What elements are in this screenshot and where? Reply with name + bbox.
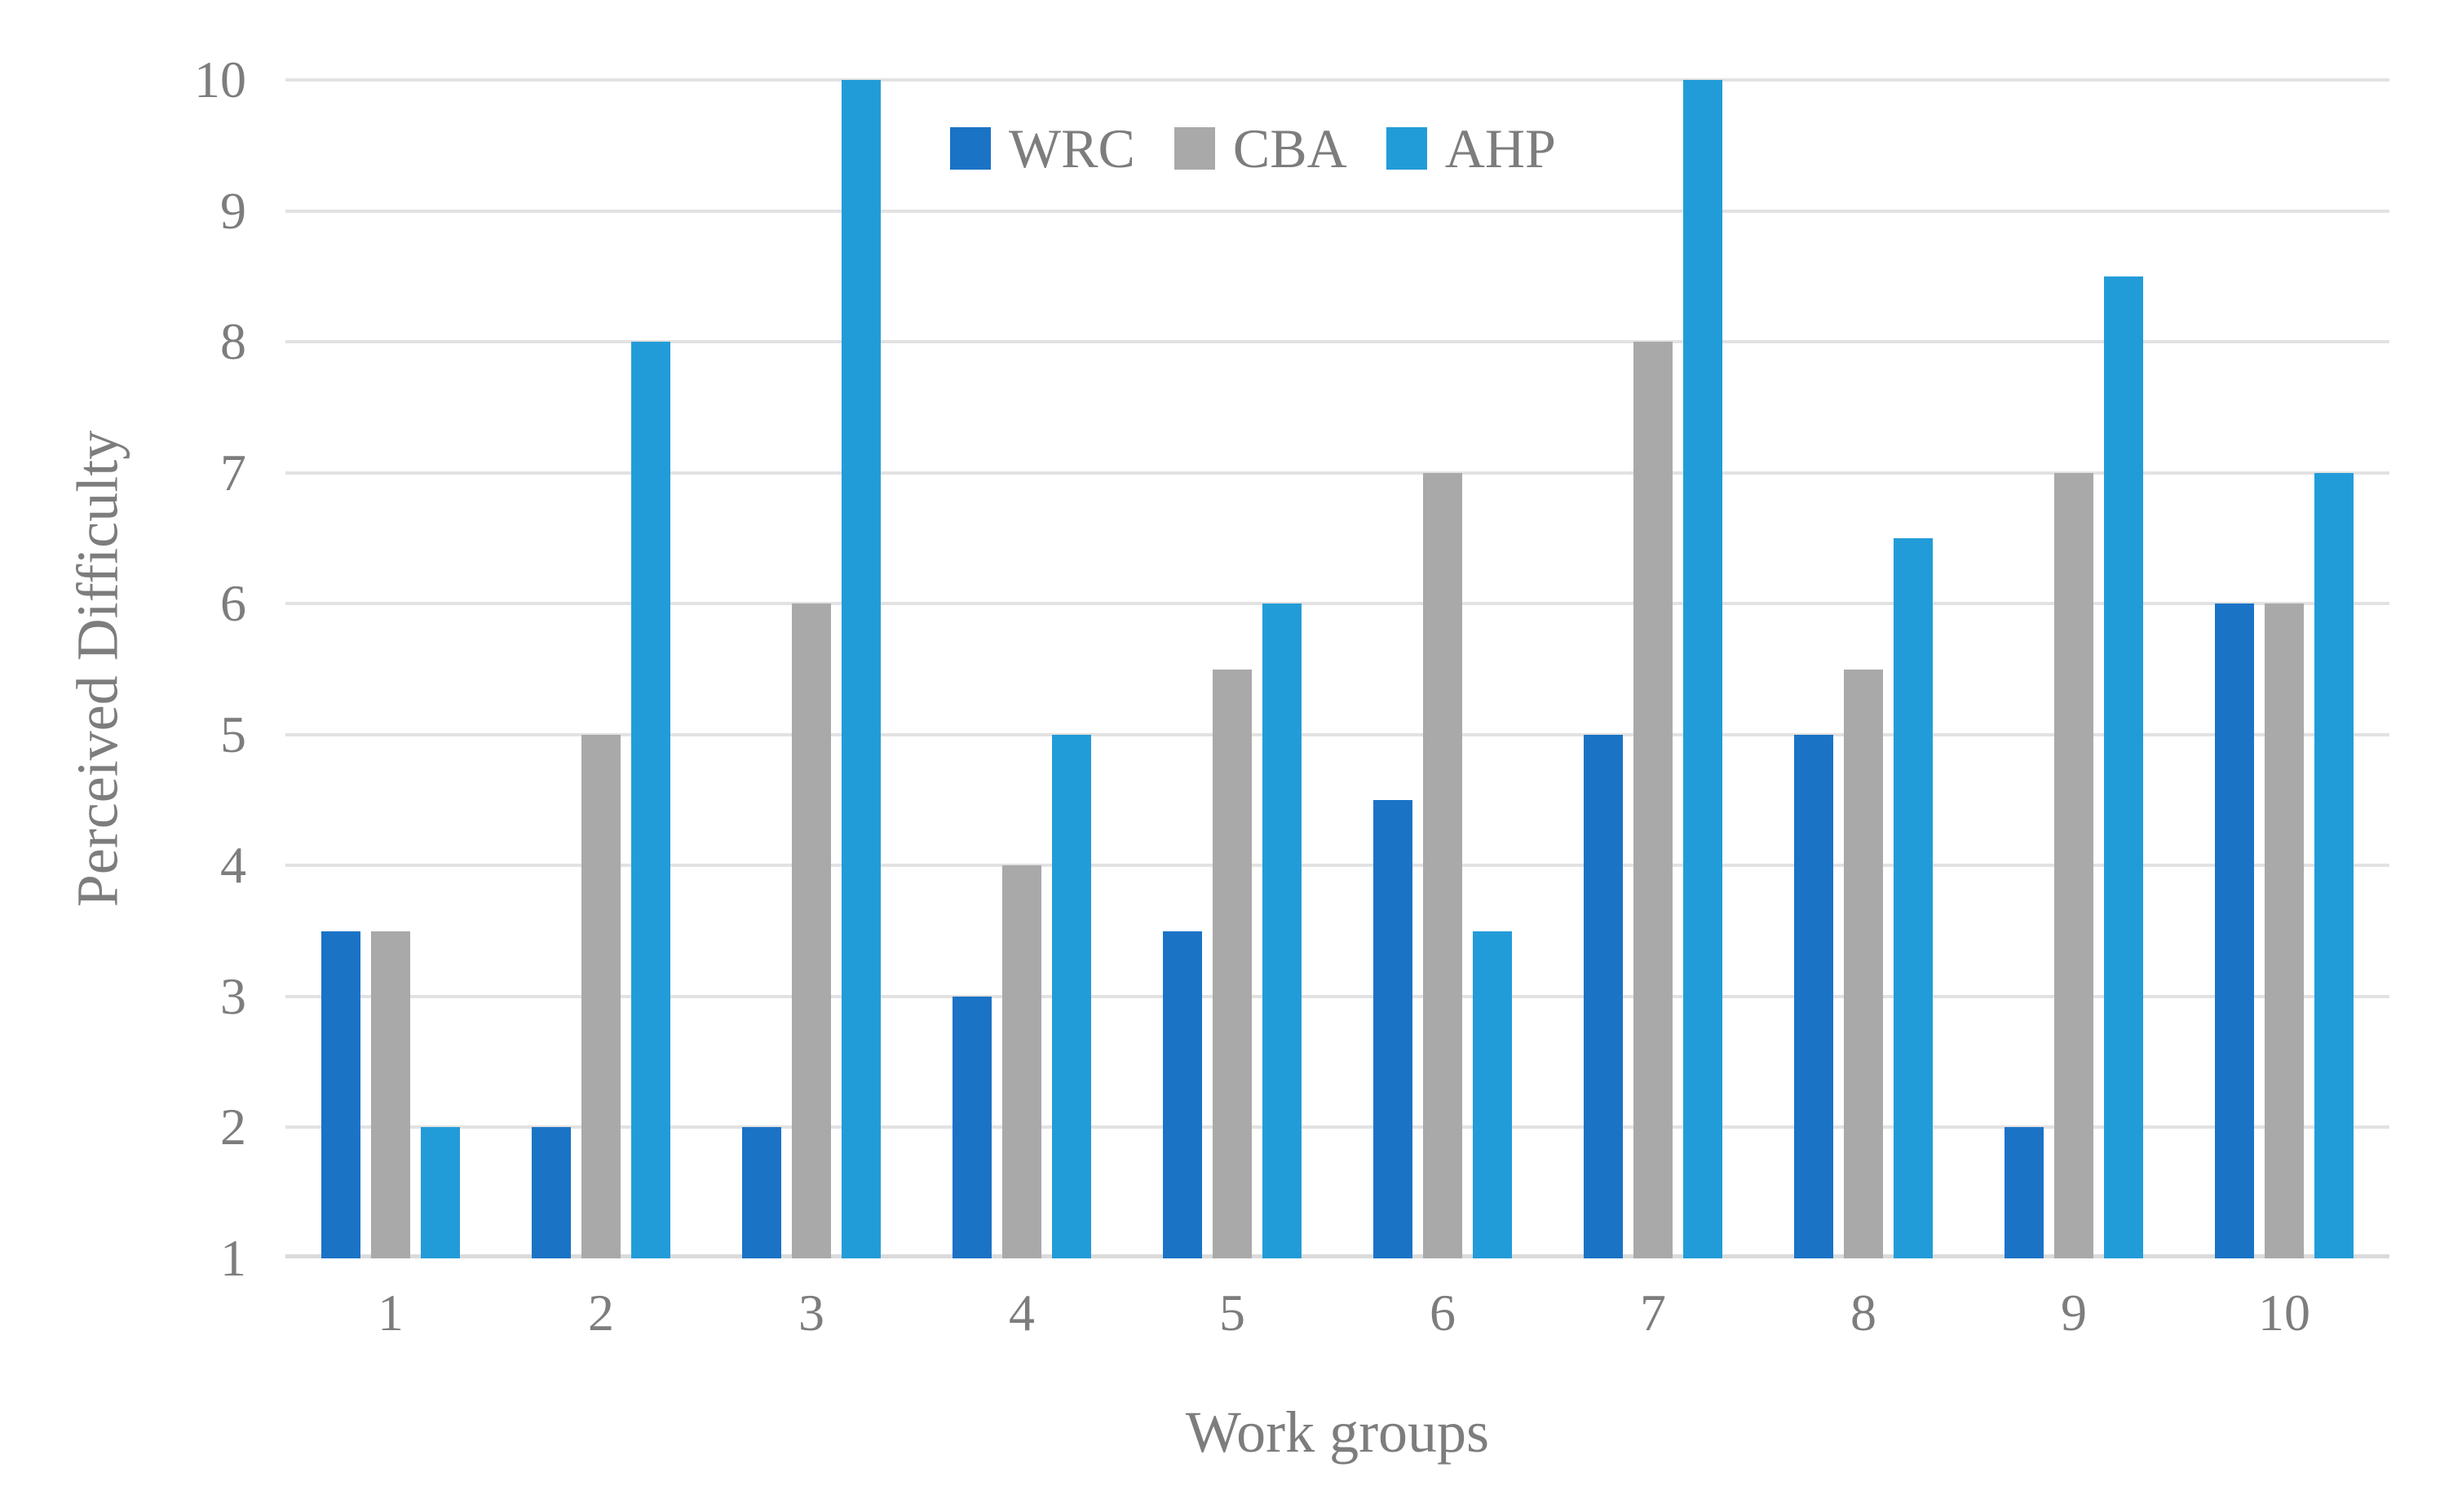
y-tick-label-2: 2: [220, 1098, 246, 1156]
legend-swatch-wrc: [950, 127, 991, 170]
chart-legend: WRC CBA AHP: [950, 121, 1556, 176]
x-tick-label-3: 3: [798, 1284, 824, 1342]
y-tick-label-7: 7: [220, 443, 246, 502]
y-tick-label-5: 5: [220, 705, 246, 763]
x-tick-label-1: 1: [378, 1284, 404, 1342]
bar-group-2: [496, 80, 706, 1258]
legend-item-wrc: WRC: [950, 121, 1135, 176]
bar-group-7: [1548, 80, 1758, 1258]
x-axis-baseline: [285, 1254, 2389, 1258]
x-tick-label-9: 9: [2061, 1284, 2087, 1342]
gridline-y-3: [285, 994, 2389, 998]
bar-cba-group-10: [2265, 603, 2304, 1258]
legend-label-wrc: WRC: [1009, 117, 1135, 179]
x-tick-label-2: 2: [588, 1284, 614, 1342]
gridline-y-9: [285, 209, 2389, 213]
bar-wrc-group-3: [742, 1127, 781, 1258]
gridline-y-10: [285, 78, 2389, 82]
bar-wrc-group-9: [2005, 1127, 2044, 1258]
bar-ahp-group-4: [1052, 734, 1091, 1258]
bar-group-9: [1969, 80, 2179, 1258]
bar-group-5: [1127, 80, 1337, 1258]
y-axis-title: Perceived Difficulty: [64, 430, 130, 908]
gridline-y-5: [285, 732, 2389, 736]
bar-cba-group-8: [1844, 669, 1883, 1258]
gridline-y-4: [285, 864, 2389, 868]
bar-group-3: [706, 80, 917, 1258]
y-tick-label-4: 4: [220, 836, 246, 895]
bar-wrc-group-4: [953, 996, 992, 1258]
bar-group-4: [917, 80, 1127, 1258]
bar-wrc-group-8: [1794, 734, 1833, 1258]
bar-group-8: [1758, 80, 1969, 1258]
bar-wrc-group-7: [1584, 734, 1623, 1258]
bar-group-10: [2179, 80, 2389, 1258]
bar-cba-group-7: [1633, 342, 1673, 1258]
x-tick-label-7: 7: [1640, 1284, 1666, 1342]
bar-ahp-group-6: [1473, 931, 1512, 1258]
bar-group-1: [285, 80, 496, 1258]
bar-ahp-group-9: [2104, 276, 2143, 1258]
x-tick-label-8: 8: [1850, 1284, 1876, 1342]
y-tick-label-1: 1: [220, 1229, 246, 1287]
x-tick-label-4: 4: [1009, 1284, 1035, 1342]
y-tick-label-9: 9: [220, 181, 246, 240]
gridline-y-6: [285, 602, 2389, 606]
bar-wrc-group-5: [1163, 931, 1202, 1258]
x-tick-label-10: 10: [2258, 1284, 2310, 1342]
legend-swatch-ahp: [1386, 127, 1427, 170]
bar-ahp-group-5: [1262, 603, 1302, 1258]
bar-cba-group-3: [792, 603, 831, 1258]
plot-area: [285, 78, 2389, 1258]
bar-wrc-group-6: [1373, 800, 1412, 1258]
bar-wrc-group-1: [321, 931, 360, 1258]
bar-ahp-group-3: [842, 80, 881, 1258]
gridline-y-7: [285, 471, 2389, 475]
bar-ahp-group-8: [1894, 537, 1933, 1258]
x-tick-label-5: 5: [1219, 1284, 1245, 1342]
bar-cba-group-6: [1423, 472, 1462, 1258]
x-axis-title: Work groups: [1185, 1399, 1490, 1465]
x-tick-label-6: 6: [1430, 1284, 1456, 1342]
legend-swatch-cba: [1174, 127, 1215, 170]
legend-label-cba: CBA: [1232, 117, 1347, 179]
y-tick-label-3: 3: [220, 966, 246, 1025]
bar-ahp-group-1: [421, 1127, 460, 1258]
bar-cba-group-2: [581, 734, 621, 1258]
bar-ahp-group-7: [1683, 80, 1722, 1258]
bar-cba-group-4: [1002, 865, 1041, 1258]
gridline-y-2: [285, 1125, 2389, 1130]
y-tick-label-6: 6: [220, 574, 246, 633]
legend-item-ahp: AHP: [1386, 121, 1556, 176]
legend-item-cba: CBA: [1174, 121, 1347, 176]
bar-ahp-group-10: [2314, 472, 2354, 1258]
bar-group-6: [1337, 80, 1548, 1258]
gridline-y-8: [285, 340, 2389, 344]
bar-wrc-group-2: [532, 1127, 571, 1258]
bar-cba-group-9: [2054, 472, 2093, 1258]
y-tick-label-10: 10: [194, 51, 246, 108]
bar-ahp-group-2: [631, 342, 670, 1258]
bar-cba-group-1: [371, 931, 410, 1258]
y-tick-label-8: 8: [220, 312, 246, 371]
bar-cba-group-5: [1213, 669, 1252, 1258]
legend-label-ahp: AHP: [1444, 117, 1556, 179]
bar-wrc-group-10: [2215, 603, 2254, 1258]
